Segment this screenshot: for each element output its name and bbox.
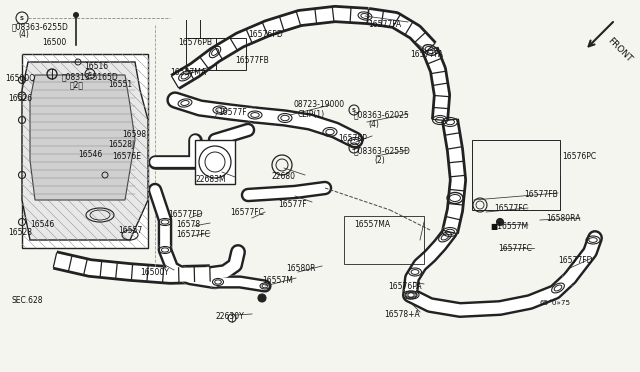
Text: S: S: [352, 108, 356, 112]
Text: 16557: 16557: [118, 226, 142, 235]
Text: 16528: 16528: [8, 228, 32, 237]
Circle shape: [497, 218, 504, 225]
Text: 16557MA: 16557MA: [354, 220, 390, 229]
Text: （2）: （2）: [70, 80, 84, 89]
Text: 16516: 16516: [84, 62, 108, 71]
Text: 16577FB: 16577FB: [524, 190, 557, 199]
Text: Ⓝ08363-6255D: Ⓝ08363-6255D: [354, 146, 411, 155]
Circle shape: [258, 294, 266, 302]
Text: 08723-19000: 08723-19000: [294, 100, 345, 109]
Text: 16546: 16546: [30, 220, 54, 229]
Text: 16500Y: 16500Y: [140, 268, 169, 277]
Text: 16577FD: 16577FD: [558, 256, 593, 265]
Text: 16576PB: 16576PB: [178, 38, 212, 47]
Polygon shape: [22, 62, 148, 240]
Text: S: S: [352, 145, 356, 151]
Text: 16580RA: 16580RA: [546, 214, 580, 223]
Text: 16500Q: 16500Q: [5, 74, 35, 83]
Text: 16576E: 16576E: [112, 152, 141, 161]
Text: 16577FC: 16577FC: [230, 208, 264, 217]
Text: 16576PA: 16576PA: [388, 282, 422, 291]
Text: CLIP(1): CLIP(1): [298, 110, 325, 119]
Text: (4): (4): [368, 120, 379, 129]
Text: ■16557M: ■16557M: [490, 222, 528, 231]
Bar: [472, 140, 560, 210]
Text: 22683M: 22683M: [195, 175, 226, 184]
Text: 16580R: 16580R: [286, 264, 316, 273]
Text: 16551: 16551: [108, 80, 132, 89]
Text: Ⓝ08313-5165D: Ⓝ08313-5165D: [62, 72, 119, 81]
Text: 16577F: 16577F: [278, 200, 307, 209]
Text: 16557M: 16557M: [262, 276, 293, 285]
Text: 16578: 16578: [176, 220, 200, 229]
Text: (2): (2): [374, 156, 385, 165]
Circle shape: [74, 13, 79, 17]
Text: S: S: [88, 71, 92, 77]
Text: 16576PC: 16576PC: [562, 152, 596, 161]
Bar: [186, 38, 246, 70]
Text: 16598: 16598: [122, 130, 146, 139]
Bar: [344, 216, 424, 264]
Text: 16577FB: 16577FB: [235, 56, 269, 65]
Text: 16546: 16546: [78, 150, 102, 159]
Text: S: S: [20, 16, 24, 20]
Text: 16576PD: 16576PD: [248, 30, 283, 39]
Text: (4): (4): [18, 30, 29, 39]
Text: 16577F: 16577F: [218, 108, 246, 117]
Bar: [22, 54, 148, 248]
Text: 16557MA: 16557MA: [170, 68, 206, 77]
Text: Ⓝ08363-6255D: Ⓝ08363-6255D: [12, 22, 69, 31]
Text: Ⓝ08363-62025: Ⓝ08363-62025: [354, 110, 410, 119]
Text: SEC.628: SEC.628: [12, 296, 44, 305]
Text: 16578+A: 16578+A: [384, 310, 420, 319]
Text: 16577FC: 16577FC: [176, 230, 210, 239]
Text: 16500: 16500: [42, 38, 67, 47]
Text: 22630Y: 22630Y: [216, 312, 244, 321]
Text: 16526: 16526: [8, 94, 32, 103]
Bar: [195, 140, 235, 184]
Text: 16577FC: 16577FC: [494, 204, 528, 213]
Text: 16528J: 16528J: [108, 140, 134, 149]
Text: FRONT: FRONT: [606, 36, 634, 64]
Polygon shape: [30, 75, 135, 200]
Text: 65´0»75: 65´0»75: [540, 300, 571, 306]
Text: 16577FC: 16577FC: [498, 244, 532, 253]
Text: 16577FA: 16577FA: [410, 50, 443, 59]
Text: 16576P: 16576P: [338, 134, 367, 143]
Text: 16577FD: 16577FD: [168, 210, 202, 219]
Text: 22680: 22680: [272, 172, 296, 181]
Text: 16577FA: 16577FA: [368, 20, 401, 29]
